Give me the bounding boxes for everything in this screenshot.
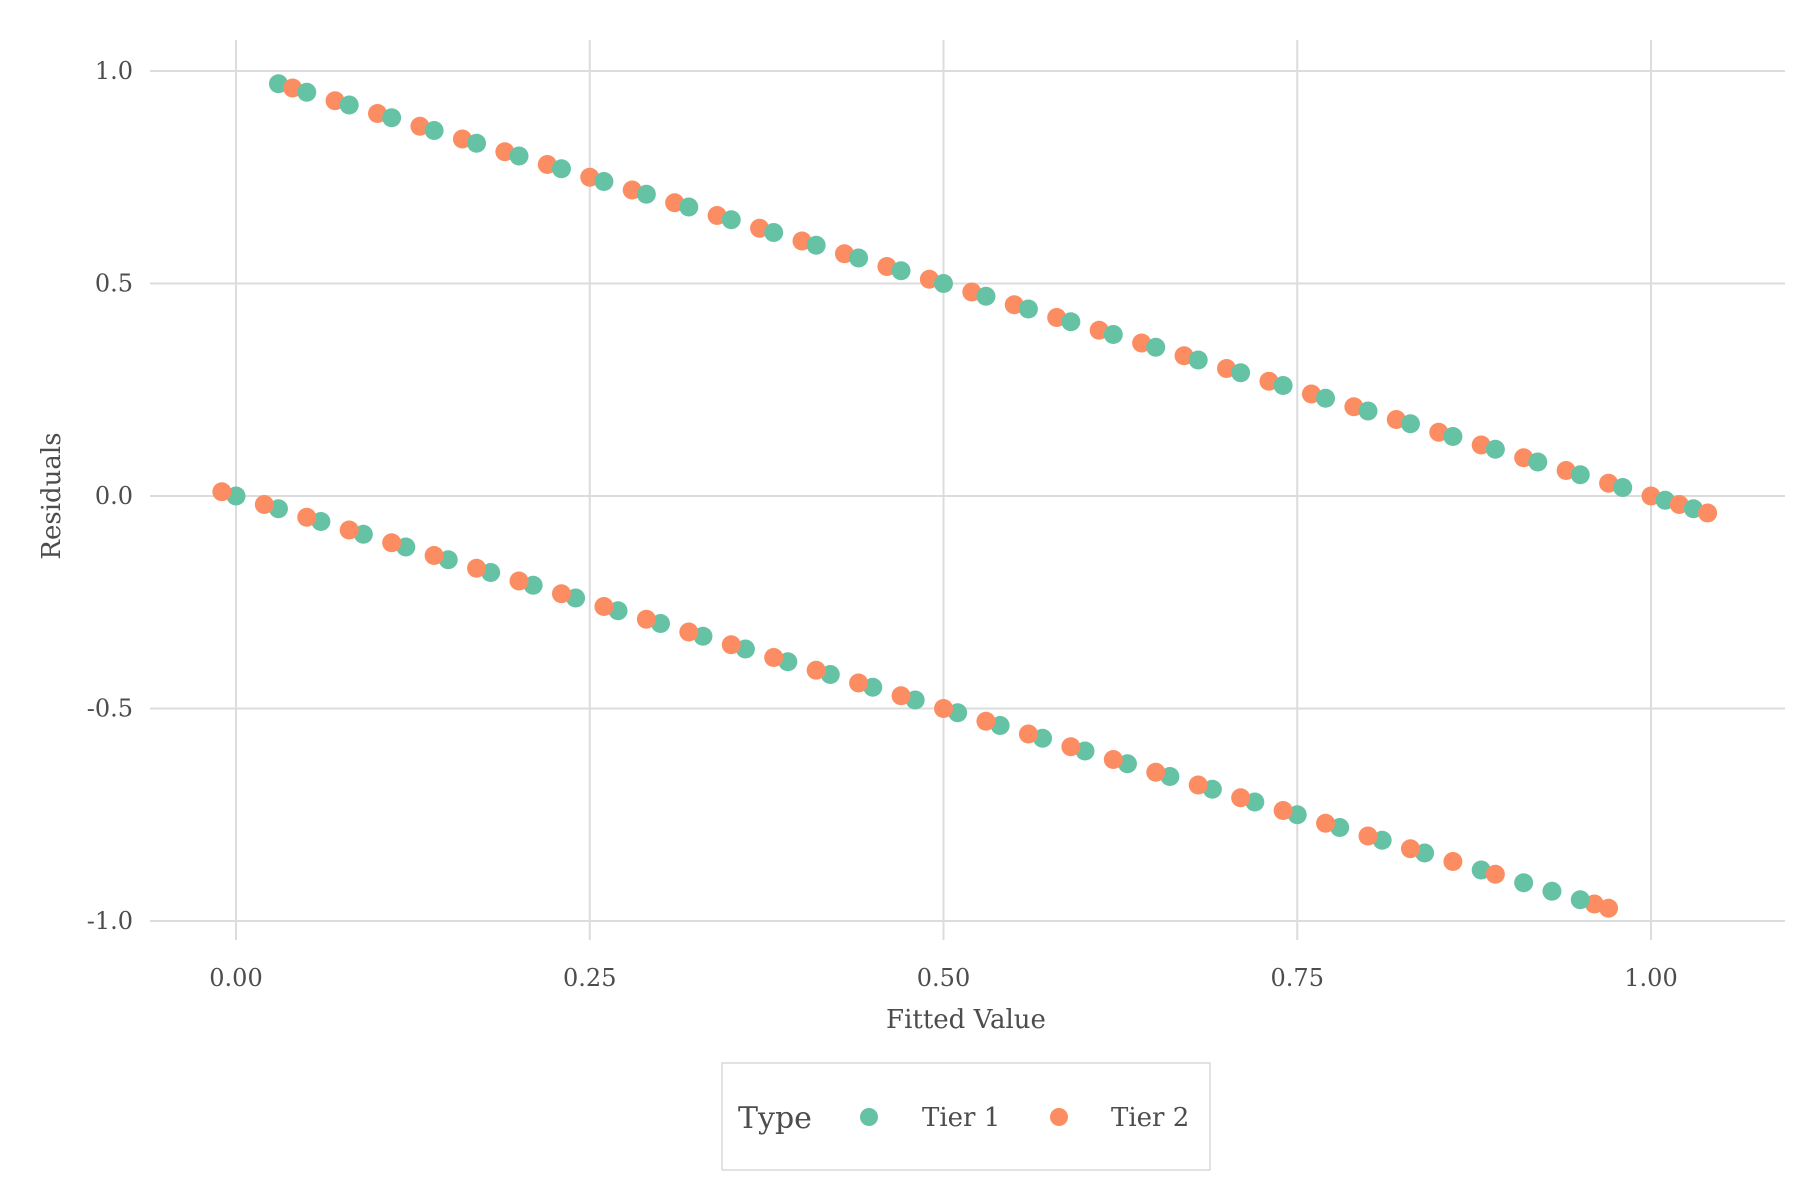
point-tier-2 [849,674,868,693]
y-tick-label: 0.5 [95,270,133,298]
point-tier-1 [297,83,316,102]
point-tier-1 [594,172,613,191]
point-tier-1 [892,261,911,280]
point-tier-1 [1571,890,1590,909]
point-tier-1 [1528,453,1547,472]
point-tier-2 [679,623,698,642]
point-tier-1 [1359,402,1378,421]
point-tier-2 [722,635,741,654]
point-tier-2 [764,648,783,667]
point-tier-1 [1542,882,1561,901]
point-tier-2 [1443,852,1462,871]
point-tier-2 [1401,839,1420,858]
point-tier-2 [255,495,274,514]
x-axis-title: Fitted Value [886,1005,1046,1035]
y-axis-title: Residuals [37,432,67,559]
y-tick-label: 1.0 [95,57,133,85]
x-tick-label: 0.75 [1271,964,1324,992]
point-tier-2 [1486,865,1505,884]
x-tick-label: 0.50 [917,964,970,992]
legend-label-tier-1: Tier 1 [922,1103,1000,1133]
point-tier-2 [467,559,486,578]
legend: Type Tier 1 Tier 2 [722,1063,1210,1170]
point-tier-1 [1104,325,1123,344]
point-tier-2 [637,610,656,629]
point-tier-2 [510,572,529,591]
point-tier-2 [892,686,911,705]
point-tier-2 [1359,827,1378,846]
y-tick-label: -1.0 [87,907,133,935]
point-tier-1 [467,134,486,153]
legend-label-tier-2: Tier 2 [1111,1103,1189,1133]
point-tier-1 [1613,478,1632,497]
point-tier-1 [1274,376,1293,395]
point-tier-1 [510,147,529,166]
point-tier-1 [1401,414,1420,433]
legend-marker-tier-2 [1050,1108,1068,1126]
point-tier-2 [382,533,401,552]
point-tier-2 [297,508,316,527]
point-tier-2 [1104,750,1123,769]
point-tier-2 [1316,814,1335,833]
x-axis-ticks: 0.00 0.25 0.50 0.75 1.00 [209,964,1677,992]
point-tier-2 [976,712,995,731]
point-tier-1 [1061,312,1080,331]
point-tier-2 [1189,776,1208,795]
point-tier-2 [1274,801,1293,820]
point-tier-2 [807,661,826,680]
y-axis-ticks: 1.0 0.5 0.0 -0.5 -1.0 [87,57,133,935]
point-tier-1 [1571,465,1590,484]
point-tier-1 [722,210,741,229]
point-tier-2 [934,699,953,718]
point-tier-1 [1443,427,1462,446]
point-tier-1 [934,274,953,293]
legend-marker-tier-1 [860,1108,878,1126]
x-tick-label: 0.00 [209,964,262,992]
point-tier-2 [1019,725,1038,744]
point-tier-1 [764,223,783,242]
point-tier-1 [679,198,698,217]
x-tick-label: 1.00 [1624,964,1677,992]
legend-title: Type [738,1101,812,1136]
point-tier-2 [340,521,359,540]
point-tier-2 [1599,899,1618,918]
point-tier-1 [552,159,571,178]
point-tier-1 [1146,338,1165,357]
point-tier-1 [340,96,359,115]
point-tier-2 [552,584,571,603]
point-tier-1 [849,249,868,268]
point-tier-2 [212,482,231,501]
x-tick-label: 0.25 [563,964,616,992]
point-tier-2 [425,546,444,565]
point-tier-2 [594,597,613,616]
point-tier-2 [1231,788,1250,807]
point-tier-1 [1514,873,1533,892]
point-tier-1 [1486,440,1505,459]
point-tier-1 [1316,389,1335,408]
point-tier-1 [637,185,656,204]
point-tier-2 [1061,737,1080,756]
point-tier-1 [1189,351,1208,370]
grid [150,40,1785,940]
point-tier-1 [425,121,444,140]
y-tick-label: 0.0 [95,482,133,510]
point-tier-1 [807,236,826,255]
point-tier-2 [1698,504,1717,523]
point-tier-1 [382,108,401,127]
y-tick-label: -0.5 [87,695,133,723]
point-tier-1 [1231,363,1250,382]
point-tier-2 [1146,763,1165,782]
point-tier-1 [1019,300,1038,319]
point-tier-1 [976,287,995,306]
